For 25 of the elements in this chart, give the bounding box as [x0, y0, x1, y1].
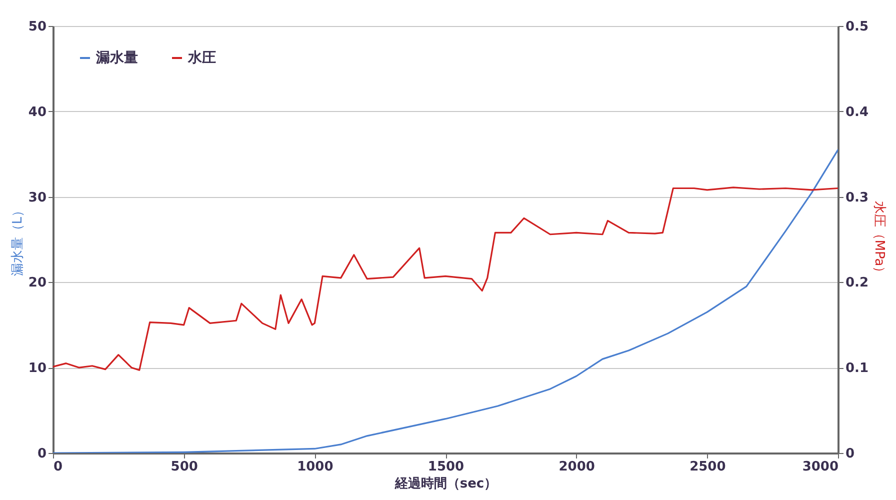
x-tick-label: 500	[170, 460, 198, 474]
y-axis-title: 漏水量（L）	[10, 204, 26, 276]
y2-tick-label: 0	[846, 446, 855, 462]
legend-label: 水圧	[187, 50, 216, 66]
y2-tick-label: 0.2	[846, 276, 869, 291]
legend-label: 漏水量	[95, 50, 138, 66]
x-tick-label: 2000	[558, 460, 595, 474]
x-tick-label: 3000	[802, 460, 838, 474]
y2-axis-title: 水圧（MPa）	[872, 200, 887, 280]
x-axis-title: 経過時間（sec）	[394, 476, 498, 492]
x-tick-label: 2500	[690, 460, 726, 474]
x-tick-label: 1500	[428, 460, 464, 474]
line-series	[53, 186, 838, 371]
y2-tick-label: 0.3	[846, 190, 869, 206]
y2-tick-label: 0.4	[846, 104, 869, 120]
y-tick-label: 40	[28, 104, 46, 120]
y-tick-label: 20	[28, 276, 46, 291]
y-tick-label: 10	[28, 361, 46, 376]
y2-tick-label: 0.5	[846, 20, 869, 34]
x-tick-label: 1000	[297, 460, 334, 474]
y-tick-label: 30	[28, 190, 46, 206]
y-tick-label: 0	[37, 446, 46, 462]
y2-tick-label: 0.1	[846, 361, 869, 376]
x-tick-label: 0	[54, 460, 63, 474]
y-tick-label: 50	[28, 20, 46, 34]
